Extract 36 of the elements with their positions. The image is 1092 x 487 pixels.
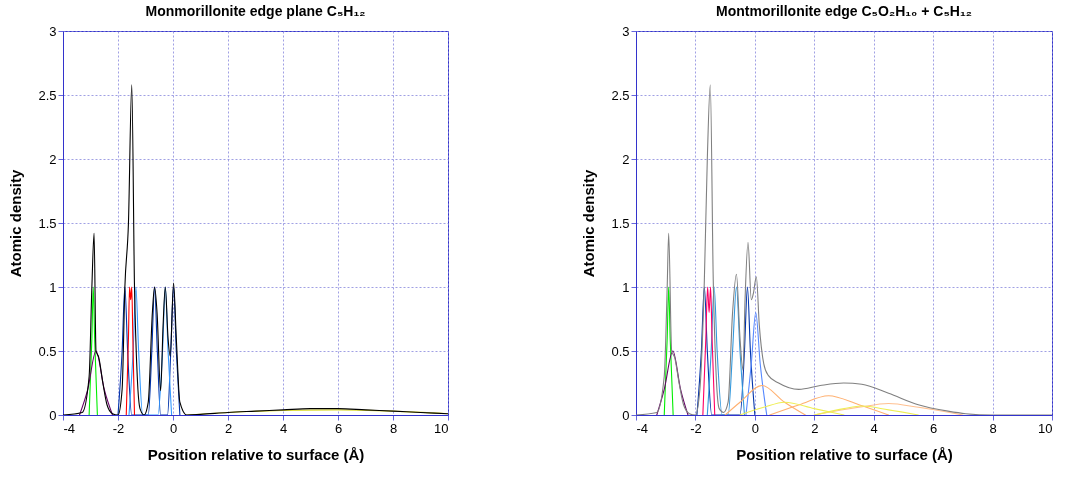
x-tick-label: 6 — [334, 420, 343, 436]
y-tick-label: 1 — [49, 279, 57, 295]
x-tick-label: 10 — [434, 420, 449, 436]
x-tick-label: 6 — [930, 420, 938, 436]
x-tick-label: -4 — [63, 420, 76, 436]
y-tick-label: 1.5 — [611, 215, 630, 231]
y-tick-label: 0.5 — [38, 343, 57, 359]
y-tick-label: 2 — [49, 151, 57, 167]
x-tick-label: -2 — [112, 420, 125, 436]
y-tick-label: 0 — [49, 407, 57, 423]
y-tick-label: 0.5 — [611, 343, 630, 359]
x-tick-label: 2 — [811, 420, 819, 436]
y-tick-label: 0 — [622, 407, 630, 423]
x-tick-label: -4 — [636, 420, 649, 436]
y-tick-label: 1 — [622, 279, 630, 295]
x-tick-label: 2 — [224, 420, 233, 436]
x-tick-label: 8 — [389, 420, 398, 436]
y-tick-label: 2.5 — [38, 87, 57, 103]
x-tick-label: 4 — [279, 420, 288, 436]
x-tick-label: 10 — [1038, 420, 1053, 436]
chart-title: Monmorillonite edge plane C₅H₁₂ — [145, 3, 366, 19]
y-tick-label: 3 — [49, 23, 57, 39]
y-tick-label: 2.5 — [611, 87, 630, 103]
x-axis-title: Position relative to surface (Å) — [147, 445, 365, 463]
x-tick-label: -2 — [690, 420, 702, 436]
y-axis-title: Atomic density — [7, 169, 25, 278]
y-axis-title: Atomic density — [580, 169, 598, 278]
chart-title: Montmorillonite edge C₅O₂H₁₀ + C₅H₁₂ — [716, 3, 972, 19]
y-tick-label: 2 — [622, 151, 630, 167]
x-axis-title: Position relative to surface (Å) — [736, 445, 953, 463]
y-tick-label: 1.5 — [38, 215, 57, 231]
x-tick-label: 0 — [751, 420, 759, 436]
x-tick-label: 4 — [870, 420, 878, 436]
x-tick-label: 0 — [169, 420, 178, 436]
x-tick-label: 8 — [989, 420, 997, 436]
y-tick-label: 3 — [622, 23, 630, 39]
